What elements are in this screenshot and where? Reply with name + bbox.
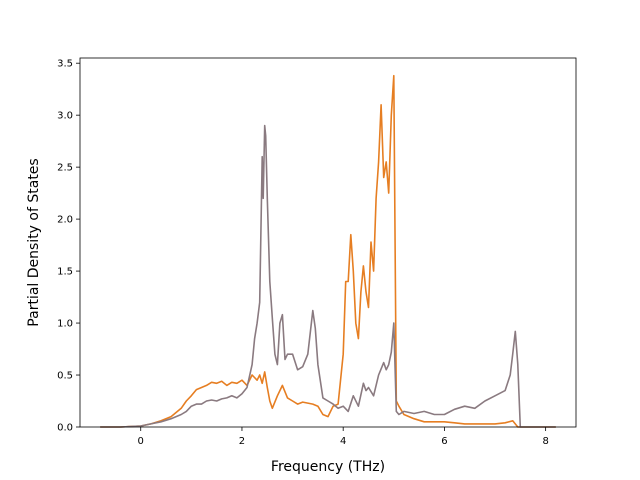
x-ticks: 0 2 4 6 8 [138, 427, 549, 447]
x-axis-label: Frequency (THz) [271, 459, 385, 475]
y-tick-label: 3.0 [57, 111, 73, 122]
x-tick-label: 4 [340, 436, 346, 447]
y-tick-label: 1.0 [57, 319, 73, 330]
series-line-2 [100, 124, 556, 428]
x-tick-label: 0 [138, 436, 144, 447]
y-tick-label: 0.0 [57, 423, 73, 434]
y-tick-label: 2.5 [57, 163, 73, 174]
x-tick-label: 6 [441, 436, 447, 447]
x-tick-label: 8 [542, 436, 548, 447]
y-ticks: 0.0 0.5 1.0 1.5 2.0 2.5 3.0 3.5 [57, 59, 80, 434]
x-tick-label: 2 [239, 436, 245, 447]
plot-lines [100, 74, 556, 428]
y-tick-label: 2.0 [57, 215, 73, 226]
y-tick-label: 1.5 [57, 267, 73, 278]
y-axis-label: Partial Density of States [26, 158, 42, 326]
plot-frame [79, 57, 577, 428]
y-tick-label: 0.5 [57, 371, 73, 382]
series-line-1 [100, 74, 556, 428]
y-tick-label: 3.5 [57, 59, 73, 70]
